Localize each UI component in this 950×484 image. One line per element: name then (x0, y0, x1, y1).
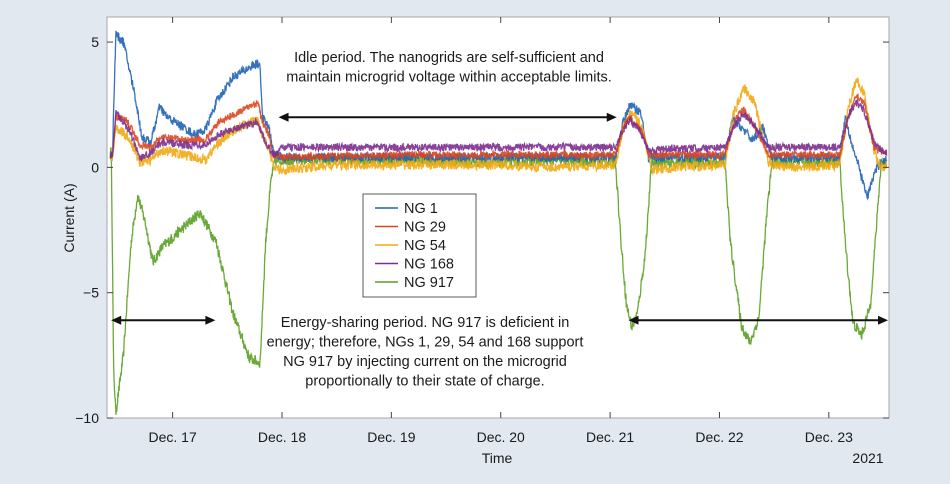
series-line (109, 99, 888, 162)
series-ng-168 (109, 99, 888, 162)
legend-label: NG 54 (404, 238, 446, 254)
legend-label: NG 1 (404, 201, 438, 217)
year-label: 2021 (852, 450, 883, 466)
legend-entry: NG 168 (375, 257, 454, 273)
legend-label: NG 917 (404, 275, 454, 291)
legend-entry: NG 54 (375, 238, 446, 254)
plot-background (106, 16, 890, 419)
energy-sharing-arrow (628, 315, 888, 325)
series-line (109, 93, 888, 162)
x-axis-label: Time (482, 450, 513, 466)
energy-sharing-annotation-line: proportionally to their state of charge. (305, 374, 544, 390)
series-line (109, 30, 888, 201)
axes-layer: Dec. 17 Dec. 18 Dec. 19 Dec. 20 Dec. 21 Dec. … (75, 17, 889, 445)
legend-entry: NG 1 (375, 201, 438, 217)
legend-entry: NG 917 (375, 275, 454, 291)
x-tick-label: Dec. 21 (586, 429, 634, 445)
x-tick-label: Dec. 23 (805, 429, 853, 445)
legend-entry: NG 29 (375, 220, 446, 236)
energy-sharing-arrow (111, 315, 216, 325)
legend-label: NG 29 (404, 220, 446, 236)
y-tick-label: −10 (75, 410, 99, 426)
y-axis-label: Current (A) (61, 183, 77, 252)
legend-label: NG 168 (404, 257, 454, 273)
series-layer (109, 30, 888, 415)
idle-annotation-line: Idle period. The nanogrids are self-suff… (294, 50, 604, 66)
x-tick-label: Dec. 17 (148, 429, 196, 445)
energy-sharing-annotation-line: NG 917 by injecting current on the micro… (283, 354, 567, 370)
x-tick-label: Dec. 22 (695, 429, 743, 445)
idle-period-arrow (278, 112, 617, 122)
series-ng-1 (109, 30, 888, 201)
energy-sharing-annotation-line: energy; therefore, NGs 1, 29, 54 and 168… (267, 335, 584, 351)
series-ng-54 (109, 77, 888, 176)
legend: NG 1 NG 29 NG 54 NG 168 NG 917 (362, 193, 477, 298)
annotation-layer: Idle period. The nanogrids are self-suff… (111, 50, 888, 390)
x-tick-label: Dec. 18 (258, 429, 306, 445)
series-line (109, 77, 888, 176)
series-ng-29 (109, 93, 888, 162)
idle-annotation-line: maintain microgrid voltage within accept… (286, 70, 612, 86)
y-tick-label: 5 (91, 34, 99, 50)
y-tick-label: −5 (83, 285, 99, 301)
x-tick-label: Dec. 20 (477, 429, 525, 445)
x-tick-label: Dec. 19 (367, 429, 415, 445)
energy-sharing-annotation-line: Energy-sharing period. NG 917 is deficie… (281, 315, 570, 331)
y-tick-label: 0 (91, 159, 99, 175)
